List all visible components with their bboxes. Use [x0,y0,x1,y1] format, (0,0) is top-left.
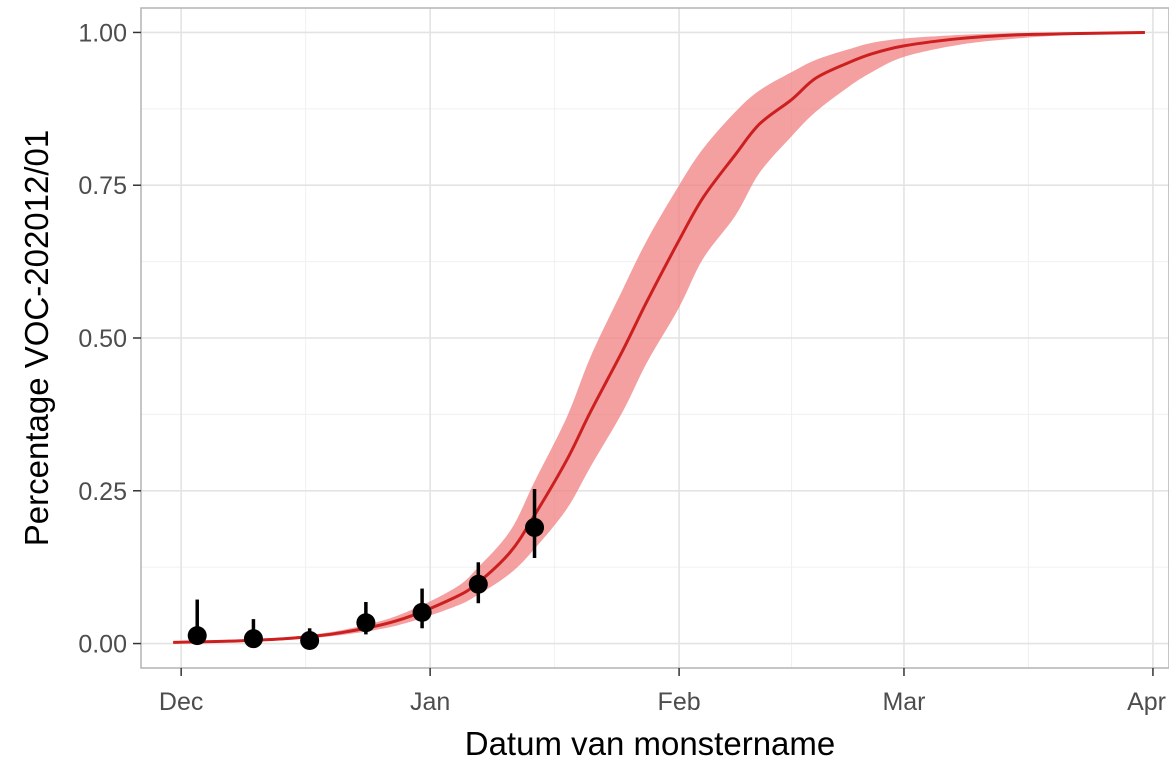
confidence-band [173,32,1145,643]
fit-line [173,30,1145,644]
y-tick-label: 0.25 [78,478,127,506]
x-axis-title: Datum van monstername [465,725,836,762]
y-tick-label: 0.50 [78,325,127,353]
data-point [243,629,263,649]
y-tick-label: 1.00 [78,19,127,47]
y-tick-label: 0.00 [78,631,127,659]
data-point [412,602,432,622]
x-tick-label: Jan [410,688,450,716]
y-tick-label: 0.75 [78,172,127,200]
x-tick-label: Apr [1127,688,1166,716]
data-point [468,574,488,594]
data-point [356,613,376,633]
observed-points [187,488,545,650]
data-point [300,631,320,650]
x-tick-label: Mar [882,688,925,716]
x-tick-label: Feb [658,688,701,716]
data-point [187,626,207,646]
data-point [525,517,545,537]
x-axis: Dec Jan Feb Mar Apr [159,668,1166,716]
y-axis-title: Percentage VOC-202012/01 [18,130,55,546]
y-axis: 0.00 0.25 0.50 0.75 1.00 [78,19,141,659]
x-tick-label: Dec [159,688,203,716]
